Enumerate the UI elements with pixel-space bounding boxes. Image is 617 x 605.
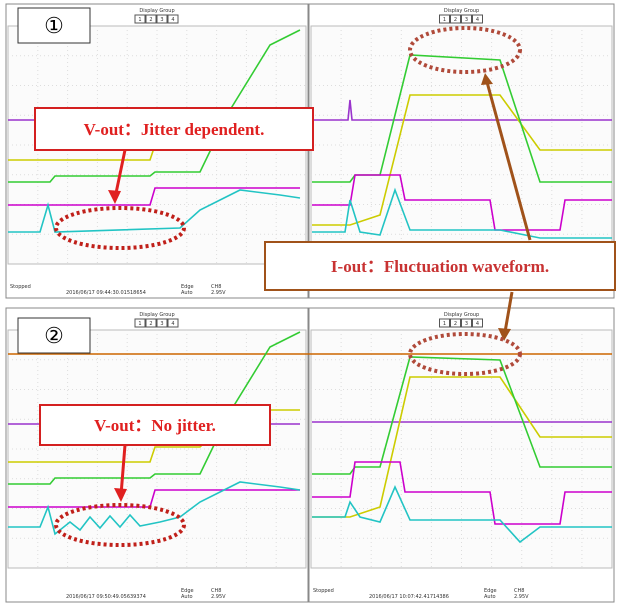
- page: Display Group 1 2 3 4 Stopped 2016/06/17 09:44…: [0, 0, 617, 605]
- group-button-label: 4: [476, 321, 479, 327]
- status: Stopped: [313, 588, 334, 594]
- scope-screens: Display Group 1 2 3 4 Stopped 2016/06/17 09:44…: [6, 4, 614, 602]
- timestamp: 2016/06/17 10:07:42.41714386: [369, 594, 449, 600]
- iout-note: I-out：Fluctuation waveform.: [331, 257, 549, 276]
- group-button-label: 2: [454, 17, 457, 23]
- menu-label: Display Group: [444, 8, 479, 14]
- group-button-label: 3: [465, 17, 468, 23]
- group-button-label: 1: [138, 17, 141, 23]
- group-button-label: 1: [443, 17, 446, 23]
- group-button-label: 2: [149, 321, 152, 327]
- group-button-label: 3: [465, 321, 468, 327]
- screenshot: Display Group 1 2 3 4 Stopped 2016/06/17 09:44…: [0, 0, 617, 605]
- trigger-level: 2.95V: [211, 290, 226, 296]
- vout-note: V-out：Jitter dependent.: [84, 120, 265, 139]
- menu-label: Display Group: [139, 312, 174, 318]
- status: Stopped: [10, 284, 31, 290]
- group-button-label: 3: [160, 321, 163, 327]
- mode: Auto: [181, 290, 193, 296]
- trigger-level: 2.95V: [514, 594, 529, 600]
- vout-note: V-out：No jitter.: [94, 416, 216, 435]
- group-button-label: 4: [171, 17, 174, 23]
- mode: Auto: [181, 594, 193, 600]
- panel-number: ②: [44, 323, 64, 348]
- group-button-label: 4: [476, 17, 479, 23]
- group-button-label: 2: [454, 321, 457, 327]
- menu-label: Display Group: [444, 312, 479, 318]
- panel-number: ①: [44, 13, 64, 38]
- group-button-label: 3: [160, 17, 163, 23]
- group-button-label: 1: [443, 321, 446, 327]
- mode: Auto: [484, 594, 496, 600]
- group-button-label: 4: [171, 321, 174, 327]
- timestamp: 2016/06/17 09:44:30.01518654: [66, 290, 146, 296]
- group-button-label: 2: [149, 17, 152, 23]
- menu-label: Display Group: [139, 8, 174, 14]
- scope-screen: Display Group 1 2 3 4 Stopped 2016/06/17 10:07…: [309, 308, 614, 602]
- group-button-label: 1: [138, 321, 141, 327]
- grid-area: [311, 26, 612, 264]
- grid-area: [311, 330, 612, 568]
- timestamp: 2016/06/17 09:50:49.05639374: [66, 594, 146, 600]
- trigger-level: 2.95V: [211, 594, 226, 600]
